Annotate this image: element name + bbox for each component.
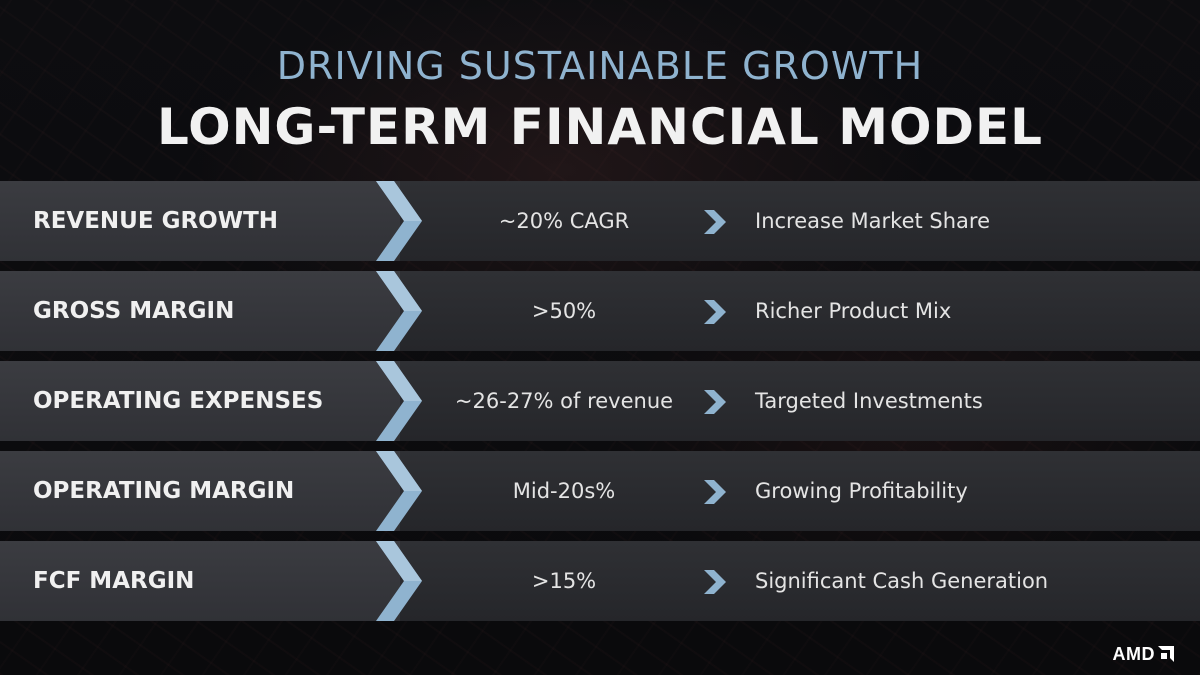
chevron-right-icon — [704, 210, 726, 234]
metric-label: FCF MARGIN — [33, 568, 195, 594]
financial-model-table: REVENUE GROWTH ~20% CAGR Increase Market… — [0, 181, 1200, 631]
amd-logo: AMD — [1112, 643, 1174, 665]
metric-driver: Richer Product Mix — [755, 299, 952, 323]
chevron-right-icon — [704, 390, 726, 414]
metric-target: >15% — [531, 569, 597, 593]
metric-label: REVENUE GROWTH — [33, 208, 279, 234]
chevron-right-icon — [704, 570, 726, 594]
chevron-right-icon — [376, 181, 422, 261]
row-label-band — [0, 451, 400, 531]
metric-driver: Growing Profitability — [755, 479, 968, 503]
chevron-right-icon — [704, 300, 726, 324]
table-row-revenue-growth: REVENUE GROWTH ~20% CAGR Increase Market… — [0, 181, 1200, 261]
row-label-band — [0, 271, 400, 351]
table-row-operating-margin: OPERATING MARGIN Mid-20s% Growing Profit… — [0, 451, 1200, 531]
table-row-gross-margin: GROSS MARGIN >50% Richer Product Mix — [0, 271, 1200, 351]
chevron-right-icon — [376, 541, 422, 621]
chevron-right-icon — [704, 480, 726, 504]
metric-label: OPERATING EXPENSES — [33, 388, 324, 414]
row-label-band — [0, 181, 400, 261]
metric-driver: Targeted Investments — [755, 389, 983, 413]
row-label-band — [0, 541, 400, 621]
metric-target: ~26-27% of revenue — [454, 389, 674, 413]
metric-driver: Increase Market Share — [755, 209, 991, 233]
row-label-band — [0, 361, 400, 441]
table-row-operating-expenses: OPERATING EXPENSES ~26-27% of revenue Ta… — [0, 361, 1200, 441]
chevron-right-icon — [376, 271, 422, 351]
table-row-fcf-margin: FCF MARGIN >15% Significant Cash Generat… — [0, 541, 1200, 621]
metric-target: ~20% CAGR — [498, 209, 630, 233]
amd-arrow-icon — [1158, 646, 1174, 662]
slide-subtitle: DRIVING SUSTAINABLE GROWTH — [276, 44, 924, 88]
slide-title: LONG-TERM FINANCIAL MODEL — [157, 98, 1043, 156]
metric-target: >50% — [531, 299, 597, 323]
metric-label: OPERATING MARGIN — [33, 478, 295, 504]
chevron-right-icon — [376, 451, 422, 531]
logo-text: AMD — [1112, 643, 1155, 664]
metric-target: Mid-20s% — [512, 479, 616, 503]
title-block: DRIVING SUSTAINABLE GROWTH LONG-TERM FIN… — [0, 40, 1200, 160]
chevron-right-icon — [376, 361, 422, 441]
metric-driver: Significant Cash Generation — [755, 569, 1049, 593]
metric-label: GROSS MARGIN — [33, 298, 235, 324]
